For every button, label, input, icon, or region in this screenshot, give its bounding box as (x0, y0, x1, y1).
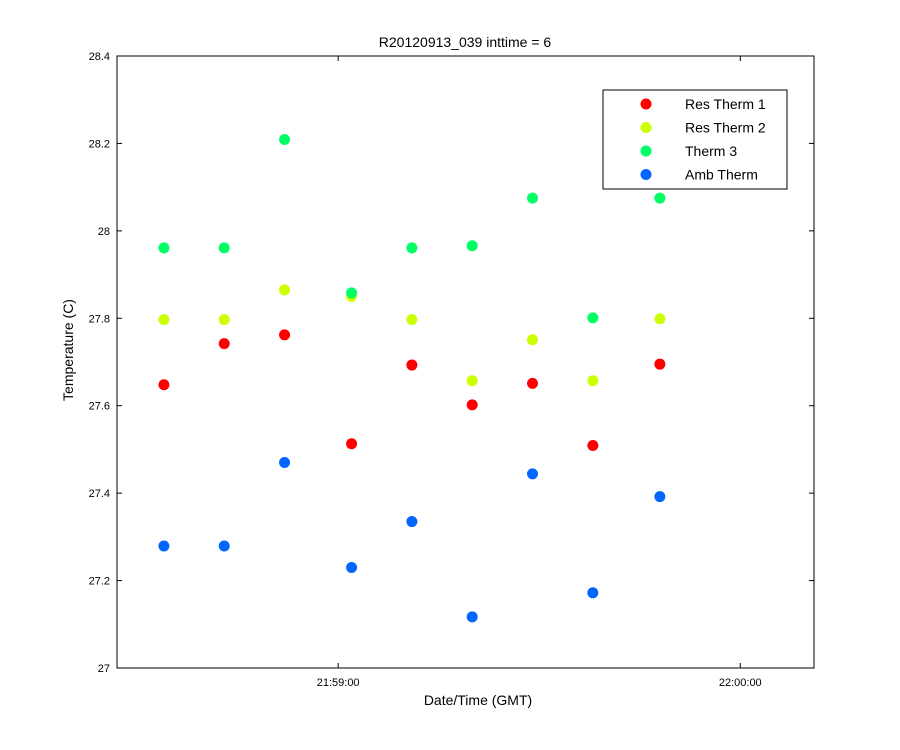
y-tick-label: 27.8 (89, 313, 110, 325)
legend-label: Therm 3 (685, 143, 737, 159)
point-res-therm-1 (527, 377, 539, 389)
point-res-therm-2 (279, 284, 291, 296)
point-res-therm-2 (406, 314, 418, 326)
data-points (158, 133, 666, 623)
point-therm-3 (587, 312, 599, 324)
legend-label: Res Therm 1 (685, 96, 766, 112)
y-tick-label: 27.2 (89, 576, 110, 588)
x-axis: 21:59:00 22:00:00 (317, 56, 762, 689)
legend-marker (640, 98, 652, 110)
point-amb-therm (279, 457, 291, 469)
point-therm-3 (406, 242, 418, 254)
point-res-therm-2 (587, 375, 599, 387)
y-axis-title: Temperature (C) (60, 299, 76, 401)
point-amb-therm (527, 468, 539, 480)
point-res-therm-2 (527, 334, 539, 346)
point-therm-3 (346, 287, 358, 299)
point-amb-therm (158, 540, 170, 552)
point-amb-therm (218, 540, 230, 552)
legend-marker (640, 145, 652, 157)
point-therm-3 (466, 240, 478, 252)
point-amb-therm (346, 561, 358, 573)
point-amb-therm (587, 587, 599, 599)
point-res-therm-1 (654, 358, 666, 370)
point-res-therm-2 (218, 314, 230, 326)
legend-label: Res Therm 2 (685, 120, 766, 136)
point-res-therm-1 (466, 399, 478, 411)
y-tick-label: 28 (98, 226, 110, 238)
point-res-therm-1 (218, 338, 230, 350)
point-therm-3 (654, 192, 666, 204)
y-tick-label: 27.6 (89, 401, 110, 413)
point-amb-therm (406, 516, 418, 528)
point-res-therm-2 (654, 313, 666, 325)
point-res-therm-1 (279, 329, 291, 341)
point-res-therm-1 (346, 438, 358, 450)
point-therm-3 (218, 242, 230, 254)
x-tick-label: 22:00:00 (719, 677, 762, 689)
point-therm-3 (279, 133, 291, 145)
y-tick-label: 27 (98, 663, 110, 675)
x-axis-title: Date/Time (GMT) (424, 692, 532, 708)
x-tick-label: 21:59:00 (317, 677, 360, 689)
point-res-therm-2 (466, 375, 478, 387)
y-axis: 27 27.2 27.4 27.6 27.8 28 28.2 28.4 (89, 51, 814, 675)
point-amb-therm (466, 611, 478, 623)
point-res-therm-1 (158, 379, 170, 391)
chart-title: R20120913_039 inttime = 6 (379, 34, 552, 50)
point-res-therm-1 (587, 439, 599, 451)
y-tick-label: 27.4 (89, 488, 110, 500)
legend-label: Amb Therm (685, 167, 758, 183)
point-therm-3 (527, 192, 539, 204)
point-therm-3 (158, 242, 170, 254)
legend-box (602, 89, 788, 190)
y-tick-label: 28.4 (89, 51, 110, 63)
point-res-therm-1 (406, 359, 418, 371)
point-amb-therm (654, 491, 666, 503)
legend-marker (640, 122, 652, 133)
point-res-therm-2 (158, 314, 170, 326)
legend-marker (640, 169, 652, 180)
legend: Res Therm 1 Res Therm 2 Therm 3 Amb Therm (602, 89, 788, 190)
y-tick-label: 28.2 (89, 138, 110, 150)
